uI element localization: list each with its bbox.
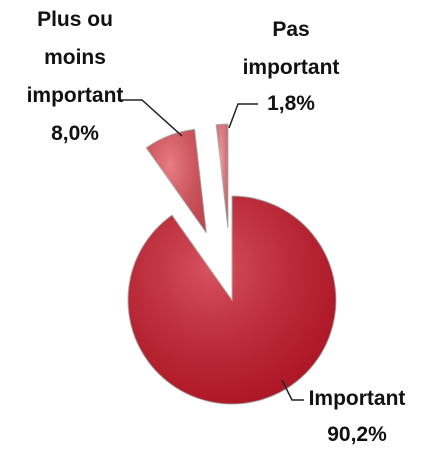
leader-line (228, 103, 258, 129)
slice-label: Important (308, 387, 406, 410)
leader-line (281, 379, 304, 401)
slice-shading (128, 196, 336, 404)
value-label: 8,0% (51, 122, 99, 145)
value-label: 1,8% (267, 92, 315, 115)
slice-shading (146, 129, 207, 233)
slice-label: Plus ou moins important (26, 8, 124, 107)
value-label: 90,2% (327, 423, 387, 446)
slice-label: Pas important (242, 18, 340, 79)
leader-line (118, 99, 183, 137)
slice-shading (216, 124, 228, 229)
